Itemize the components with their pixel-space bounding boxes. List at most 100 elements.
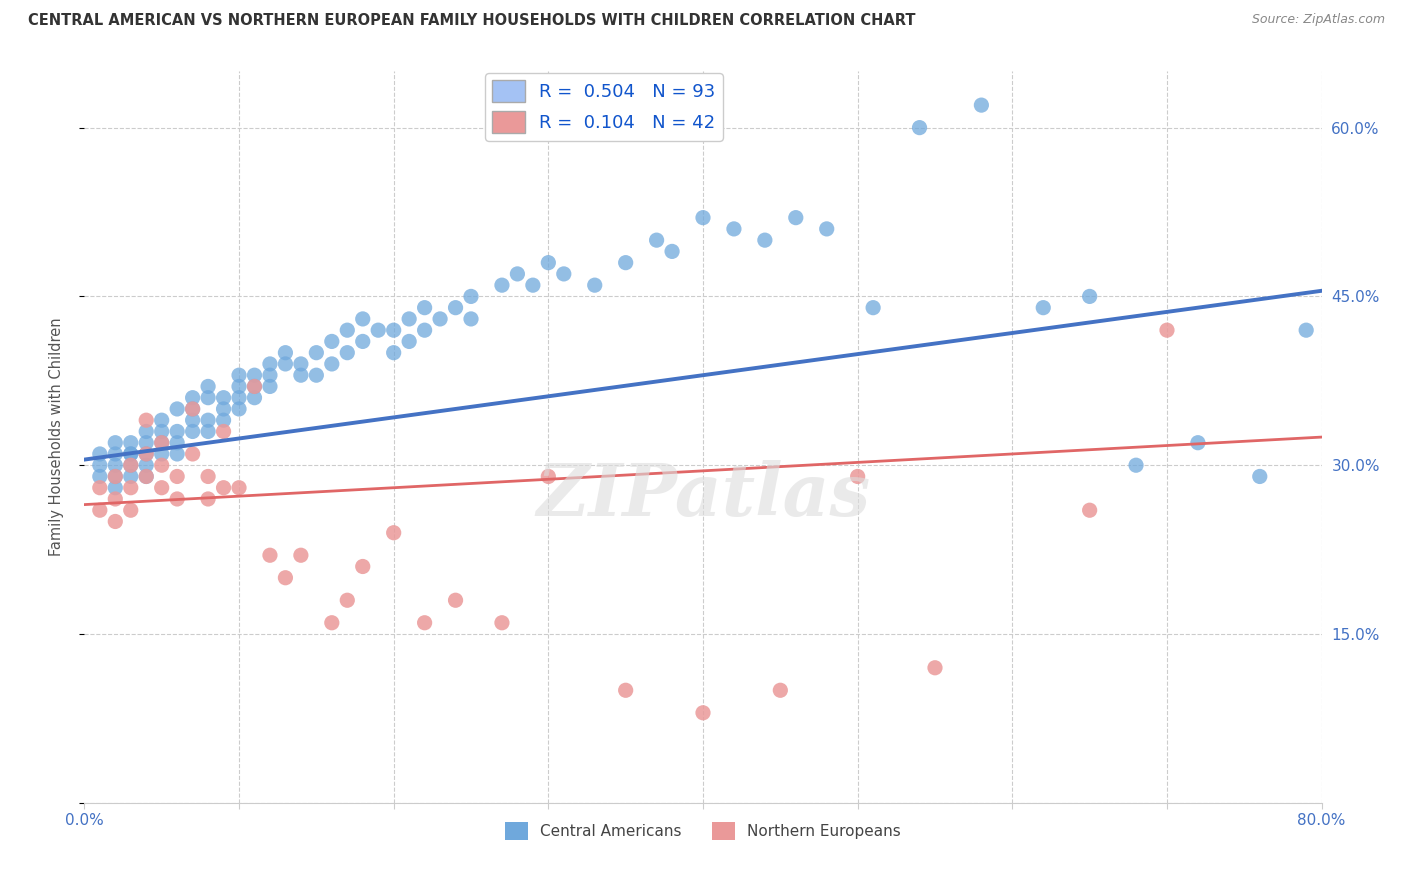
Point <box>522 278 544 293</box>
Point <box>553 267 575 281</box>
Point <box>150 425 173 439</box>
Point <box>645 233 668 247</box>
Point <box>150 413 173 427</box>
Point <box>212 401 235 416</box>
Point <box>243 379 266 393</box>
Point <box>150 481 173 495</box>
Point <box>908 120 931 135</box>
Point <box>104 481 127 495</box>
Point <box>135 469 157 483</box>
Point <box>290 357 312 371</box>
Point <box>181 401 204 416</box>
Point <box>89 447 111 461</box>
Point <box>89 481 111 495</box>
Point <box>1032 301 1054 315</box>
Point <box>352 559 374 574</box>
Point <box>413 615 436 630</box>
Text: Source: ZipAtlas.com: Source: ZipAtlas.com <box>1251 13 1385 27</box>
Point <box>290 368 312 383</box>
Point <box>382 525 405 540</box>
Point <box>506 267 529 281</box>
Legend: Central Americans, Northern Europeans: Central Americans, Northern Europeans <box>499 815 907 847</box>
Point <box>181 413 204 427</box>
Point <box>212 413 235 427</box>
Point <box>104 447 127 461</box>
Point <box>135 447 157 461</box>
Point <box>1125 458 1147 473</box>
Point <box>290 548 312 562</box>
Point <box>321 357 343 371</box>
Point <box>382 323 405 337</box>
Point <box>104 458 127 473</box>
Point <box>367 323 389 337</box>
Point <box>754 233 776 247</box>
Point <box>89 469 111 483</box>
Point <box>135 425 157 439</box>
Point <box>120 503 142 517</box>
Point <box>243 368 266 383</box>
Point <box>614 255 637 269</box>
Point <box>212 425 235 439</box>
Point <box>398 312 420 326</box>
Point <box>444 593 467 607</box>
Point <box>723 222 745 236</box>
Point <box>120 447 142 461</box>
Point <box>104 469 127 483</box>
Point <box>166 435 188 450</box>
Point <box>120 469 142 483</box>
Point <box>150 435 173 450</box>
Point <box>382 345 405 359</box>
Point <box>614 683 637 698</box>
Point <box>228 481 250 495</box>
Point <box>181 425 204 439</box>
Point <box>212 481 235 495</box>
Point <box>305 345 328 359</box>
Point <box>769 683 792 698</box>
Point <box>352 334 374 349</box>
Point <box>274 345 297 359</box>
Point <box>120 458 142 473</box>
Point <box>104 515 127 529</box>
Point <box>228 368 250 383</box>
Point <box>305 368 328 383</box>
Point <box>89 503 111 517</box>
Point <box>197 491 219 506</box>
Point <box>150 435 173 450</box>
Point <box>197 379 219 393</box>
Point <box>120 435 142 450</box>
Point <box>120 481 142 495</box>
Point <box>259 368 281 383</box>
Point <box>120 458 142 473</box>
Point <box>104 491 127 506</box>
Point <box>336 345 359 359</box>
Point <box>491 278 513 293</box>
Point <box>104 435 127 450</box>
Point <box>150 458 173 473</box>
Point <box>1295 323 1317 337</box>
Point <box>460 289 482 303</box>
Point <box>661 244 683 259</box>
Point <box>352 312 374 326</box>
Point <box>274 357 297 371</box>
Point <box>321 334 343 349</box>
Point <box>444 301 467 315</box>
Point <box>181 447 204 461</box>
Point <box>491 615 513 630</box>
Y-axis label: Family Households with Children: Family Households with Children <box>49 318 63 557</box>
Point <box>197 469 219 483</box>
Point <box>166 425 188 439</box>
Point <box>166 491 188 506</box>
Point <box>212 391 235 405</box>
Text: CENTRAL AMERICAN VS NORTHERN EUROPEAN FAMILY HOUSEHOLDS WITH CHILDREN CORRELATIO: CENTRAL AMERICAN VS NORTHERN EUROPEAN FA… <box>28 13 915 29</box>
Point <box>181 401 204 416</box>
Point <box>89 458 111 473</box>
Point <box>1078 289 1101 303</box>
Point <box>259 548 281 562</box>
Point <box>815 222 838 236</box>
Point <box>413 301 436 315</box>
Point <box>274 571 297 585</box>
Point <box>583 278 606 293</box>
Point <box>692 706 714 720</box>
Point <box>846 469 869 483</box>
Point <box>150 447 173 461</box>
